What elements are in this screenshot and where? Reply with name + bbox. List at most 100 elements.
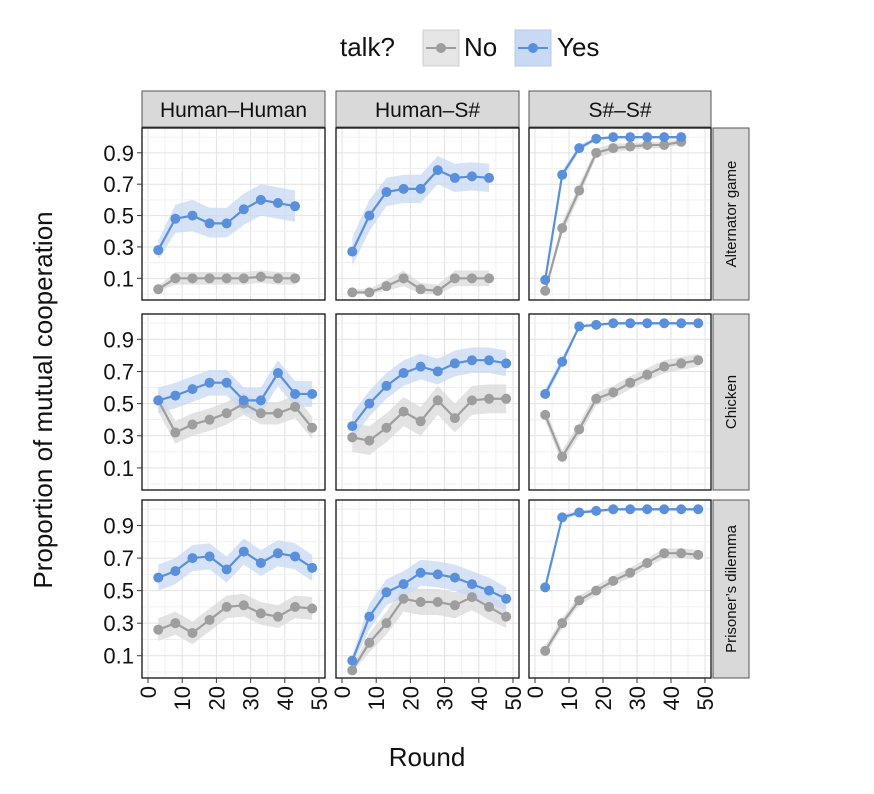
series-line-yes [157, 371, 313, 402]
data-point-no [381, 618, 392, 629]
data-point-yes [255, 557, 266, 568]
series-line-no [544, 359, 699, 460]
data-point-no [449, 600, 460, 611]
x-tick-label: 0 [330, 686, 355, 698]
x-tick-label: 10 [557, 686, 582, 710]
data-point-no [608, 575, 619, 586]
data-point-yes [484, 172, 495, 183]
data-point-yes [659, 504, 670, 515]
data-point-no [591, 147, 602, 158]
data-point-yes [591, 133, 602, 144]
y-tick-label: 0.1 [103, 266, 134, 291]
column-strip-1-box [141, 90, 326, 128]
data-point-no [642, 369, 653, 380]
data-point-no [608, 387, 619, 398]
data-point-no [415, 284, 426, 295]
y-tick-label: 0.9 [103, 327, 134, 352]
data-point-yes [398, 183, 409, 194]
data-point-yes [221, 218, 232, 229]
x-tick-label: 0 [136, 686, 161, 698]
data-point-yes [432, 165, 443, 176]
data-point-no [557, 223, 568, 234]
row-strips: Alternator game Chicken Prisoner’s dilem… [712, 127, 750, 679]
data-point-yes [347, 246, 358, 257]
data-point-yes [415, 567, 426, 578]
data-point-no [272, 273, 283, 284]
data-point-no [221, 408, 232, 419]
series-line-no [352, 397, 507, 442]
data-point-yes [307, 388, 318, 399]
x-tick-label: 50 [501, 686, 526, 710]
data-point-no [187, 419, 198, 430]
x-axis-title: Round [389, 742, 466, 772]
data-point-yes [676, 318, 687, 329]
y-tick-label: 0.9 [103, 514, 134, 539]
panel-r3-c3: 0 10 20 30 40 50 [523, 499, 718, 710]
column-strip-2-box [335, 90, 520, 128]
data-point-yes [676, 504, 687, 515]
data-point-no [221, 601, 232, 612]
data-point-yes [364, 210, 375, 221]
data-point-no [170, 427, 181, 438]
data-point-no [540, 645, 551, 656]
data-point-yes [272, 198, 283, 209]
legend: talk? No Yes [340, 29, 599, 67]
data-point-no [398, 406, 409, 417]
data-point-no [290, 273, 301, 284]
data-point-yes [484, 585, 495, 596]
panel-border [141, 313, 326, 491]
x-tick-label: 30 [625, 686, 650, 710]
data-point-no [204, 414, 215, 425]
data-point-yes [540, 582, 551, 593]
data-point-no [204, 273, 215, 284]
data-point-yes [484, 355, 495, 366]
data-point-yes [642, 504, 653, 515]
confidence-band-yes [158, 538, 313, 591]
data-point-yes [221, 377, 232, 388]
data-point-no [307, 603, 318, 614]
y-tick-label: 0.1 [103, 644, 134, 669]
row-strip-3-box [712, 499, 750, 679]
data-point-yes [272, 548, 283, 559]
y-tick-label: 0.5 [103, 204, 134, 229]
panel-border [335, 499, 520, 679]
data-point-no [540, 409, 551, 420]
x-tick-label: 20 [398, 686, 423, 710]
data-point-yes [693, 318, 704, 329]
panel-r3-c1: 0.1 0.3 0.5 0.7 0.9 0 10 20 30 40 50 [103, 499, 332, 710]
y-axis-title: Proportion of mutual cooperation [28, 211, 58, 588]
data-point-yes [364, 398, 375, 409]
data-point-yes [466, 171, 477, 182]
data-point-no [170, 273, 181, 284]
data-point-no [693, 355, 704, 366]
panel-r2-c1: 0.1 0.3 0.5 0.7 0.9 [103, 313, 326, 491]
data-point-no [398, 593, 409, 604]
data-point-yes [574, 321, 585, 332]
data-point-yes [466, 355, 477, 366]
data-point-yes [153, 395, 164, 406]
data-point-yes [238, 546, 249, 557]
data-point-yes [501, 593, 512, 604]
data-point-yes [608, 318, 619, 329]
column-strip-3-box [528, 90, 712, 128]
data-point-no [449, 273, 460, 284]
data-point-yes [557, 169, 568, 180]
confidence-band-no [352, 584, 507, 672]
data-point-yes [290, 201, 301, 212]
data-point-no [484, 601, 495, 612]
data-point-yes [557, 356, 568, 367]
data-point-no [347, 665, 358, 676]
data-point-yes [432, 366, 443, 377]
x-tick-label: 50 [693, 686, 718, 710]
data-point-yes [693, 504, 704, 515]
x-tick-label: 50 [307, 686, 332, 710]
data-point-yes [187, 384, 198, 395]
data-point-yes [204, 551, 215, 562]
data-point-yes [557, 512, 568, 523]
column-label-human-s: Human–S# [375, 99, 480, 122]
y-tick-label: 0.7 [103, 359, 134, 384]
data-point-yes [255, 395, 266, 406]
column-strips: Human–Human Human–S# S#–S# [141, 90, 712, 128]
y-tick-label: 0.7 [103, 172, 134, 197]
data-point-no [591, 393, 602, 404]
